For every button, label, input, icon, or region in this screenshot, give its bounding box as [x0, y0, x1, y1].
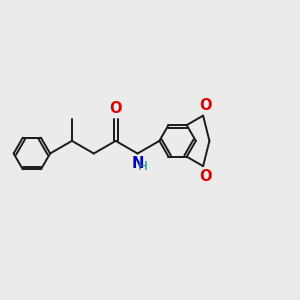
Text: O: O [110, 101, 122, 116]
Text: O: O [200, 169, 212, 184]
Text: N: N [132, 156, 144, 171]
Text: O: O [200, 98, 212, 113]
Text: H: H [137, 160, 147, 173]
